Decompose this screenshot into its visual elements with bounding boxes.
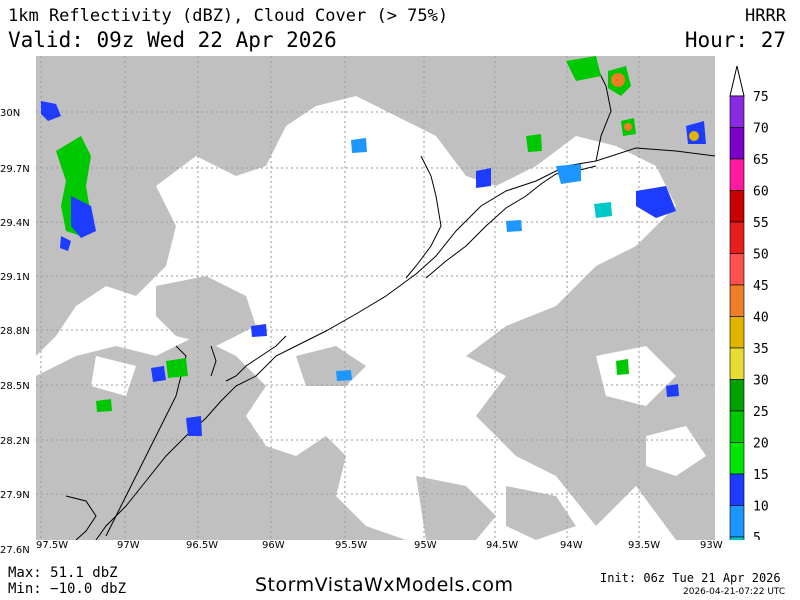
lat-label: 28.2N xyxy=(0,436,30,447)
lat-label: 29.1N xyxy=(0,272,30,283)
legend-swatch-50 xyxy=(729,253,745,286)
model-name: HRRR xyxy=(745,6,786,26)
lon-label: 93W xyxy=(700,540,723,551)
map-title: 1km Reflectivity (dBZ), Cloud Cover (> 7… xyxy=(8,6,449,26)
lon-label: 95.5W xyxy=(335,540,368,551)
legend-label-30: 30 xyxy=(753,374,769,389)
lon-label: 94W xyxy=(560,540,583,551)
legend-swatch-20 xyxy=(729,442,745,475)
legend-label-60: 60 xyxy=(753,185,769,200)
lon-label: 93.5W xyxy=(628,540,661,551)
generation-timestamp: 2026-04-21-07:22 UTC xyxy=(683,587,786,597)
legend-swatch-25 xyxy=(729,410,745,443)
legend-swatch-70 xyxy=(729,127,745,160)
lat-lon-grid xyxy=(36,56,715,540)
lat-label: 29.4N xyxy=(0,218,30,229)
reflectivity-map xyxy=(36,56,715,540)
legend-swatch-10 xyxy=(729,505,745,538)
legend-label-55: 55 xyxy=(753,216,769,231)
cloud-gaps xyxy=(91,136,706,476)
legend-swatch-45 xyxy=(729,284,745,317)
legend-label-75: 75 xyxy=(753,90,769,105)
lon-label: 97.5W xyxy=(36,540,69,551)
lon-label: 96W xyxy=(262,540,285,551)
reflectivity-legend: 75 70 65 60 55 50 45 40 35 30 25 20 15 10 5 xyxy=(729,65,769,540)
reflectivity-echoes xyxy=(41,56,706,436)
min-value: Min: −10.0 dbZ xyxy=(8,581,127,597)
legend-label-5: 5 xyxy=(753,531,761,540)
lat-label: 30N xyxy=(0,108,21,119)
legend-swatch-75 xyxy=(729,95,745,128)
legend-label-50: 50 xyxy=(753,248,769,263)
legend-label-35: 35 xyxy=(753,342,769,357)
legend-label-25: 25 xyxy=(753,405,769,420)
legend-swatch-60 xyxy=(729,190,745,223)
legend-swatch-40 xyxy=(729,316,745,349)
lon-label: 96.5W xyxy=(186,540,219,551)
legend-label-10: 10 xyxy=(753,500,769,515)
legend-top-arrow xyxy=(729,65,745,97)
valid-time: Valid: 09z Wed 22 Apr 2026 xyxy=(8,28,337,52)
lat-label: 29.7N xyxy=(0,164,30,175)
lat-label: 28.5N xyxy=(0,381,30,392)
legend-swatch-65 xyxy=(729,158,745,191)
init-time: Init: 06z Tue 21 Apr 2026 xyxy=(600,571,781,585)
legend-label-40: 40 xyxy=(753,311,769,326)
forecast-hour: Hour: 27 xyxy=(684,28,786,52)
lon-label: 95W xyxy=(414,540,437,551)
legend-label-45: 45 xyxy=(753,279,769,294)
lat-label: 28.8N xyxy=(0,326,30,337)
legend-swatch-15 xyxy=(729,473,745,506)
legend-label-65: 65 xyxy=(753,153,769,168)
lat-label: 27.6N xyxy=(0,545,30,556)
legend-labels: 75 70 65 60 55 50 45 40 35 30 25 20 15 10 5 xyxy=(753,90,769,540)
legend-label-20: 20 xyxy=(753,437,769,452)
legend-label-70: 70 xyxy=(753,122,769,137)
site-watermark: StormVistaWxModels.com xyxy=(255,574,514,596)
legend-label-15: 15 xyxy=(753,468,769,483)
legend-color-bar xyxy=(729,65,745,540)
map-tick-labels: 97.5W 97W 96.5W 96W 95.5W 95W 94.5W 94W 93.5W 93W xyxy=(0,540,800,554)
max-value: Max: 51.1 dbZ xyxy=(8,565,118,581)
legend-swatch-30 xyxy=(729,379,745,412)
legend-swatch-55 xyxy=(729,221,745,254)
legend-swatch-5 xyxy=(729,536,745,540)
lon-label: 94.5W xyxy=(486,540,519,551)
legend-swatch-35 xyxy=(729,347,745,380)
lat-label: 27.9N xyxy=(0,490,30,501)
lon-label: 97W xyxy=(117,540,140,551)
